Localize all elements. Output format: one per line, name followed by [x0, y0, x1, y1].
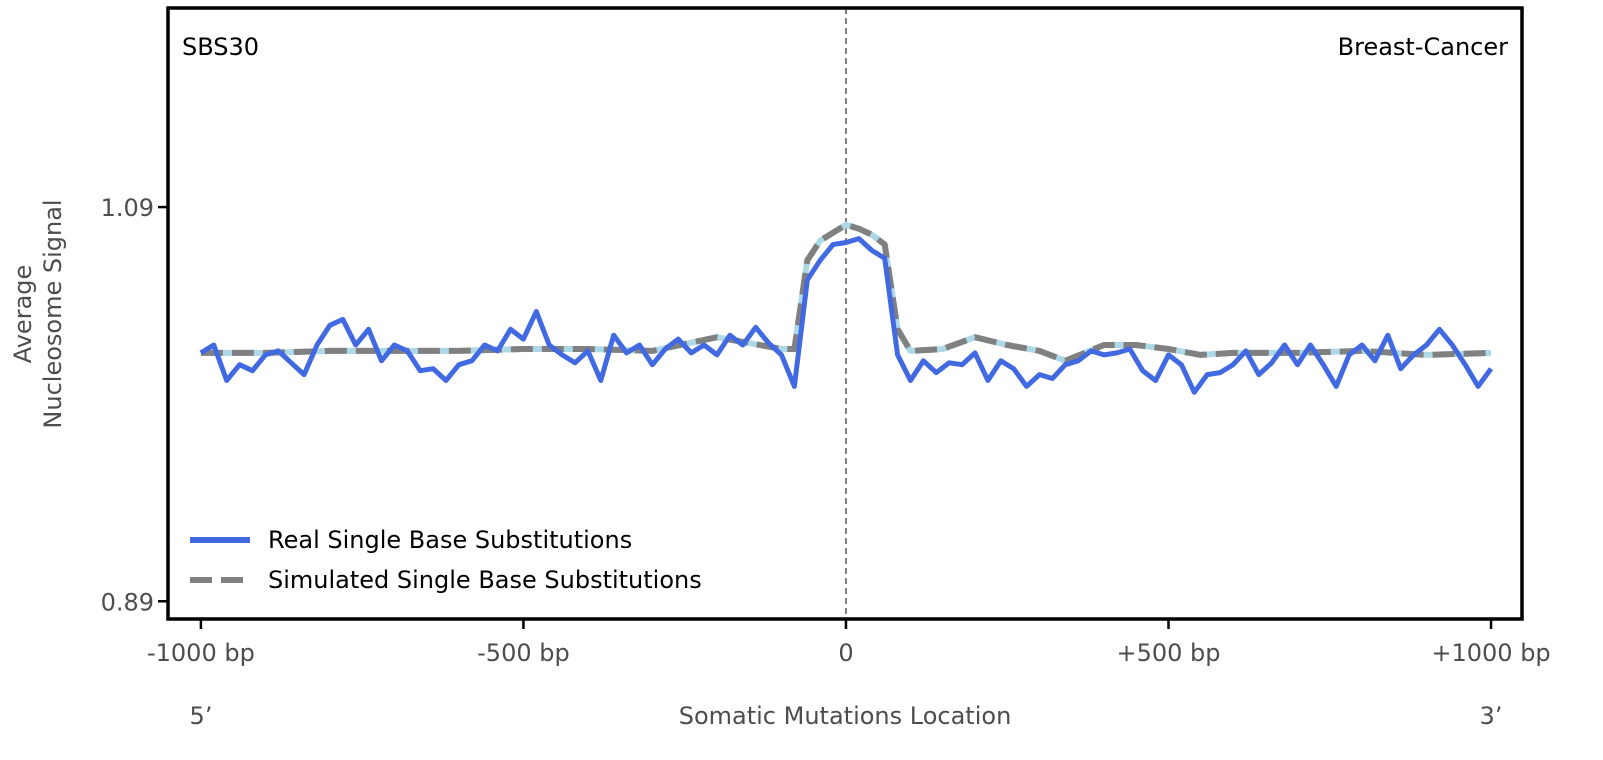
legend-label-real: Real Single Base Substitutions [268, 526, 632, 554]
legend-label-simulated: Simulated Single Base Substitutions [268, 566, 702, 594]
x-end-label-3prime: 3’ [1480, 702, 1503, 730]
x-tick-label: +1000 bp [1431, 639, 1550, 667]
x-tick-label: +500 bp [1116, 639, 1220, 667]
x-axis-label: Somatic Mutations Location [679, 702, 1012, 730]
y-axis-label-line1: Average [9, 265, 37, 364]
x-tick-label: -500 bp [477, 639, 570, 667]
x-tick-label: 0 [838, 639, 853, 667]
y-tick-label: 0.89 [101, 588, 154, 616]
annotation-signature: SBS30 [182, 33, 259, 61]
real-series-line [199, 236, 1494, 395]
legend: Real Single Base Substitutions Simulated… [190, 526, 702, 594]
annotation-cancer-type: Breast-Cancer [1338, 33, 1508, 61]
y-axis-label-line2: Nucleosome Signal [39, 199, 67, 428]
y-tick-label: 1.09 [101, 194, 154, 222]
x-end-label-5prime: 5’ [190, 702, 213, 730]
x-tick-label: -1000 bp [147, 639, 255, 667]
